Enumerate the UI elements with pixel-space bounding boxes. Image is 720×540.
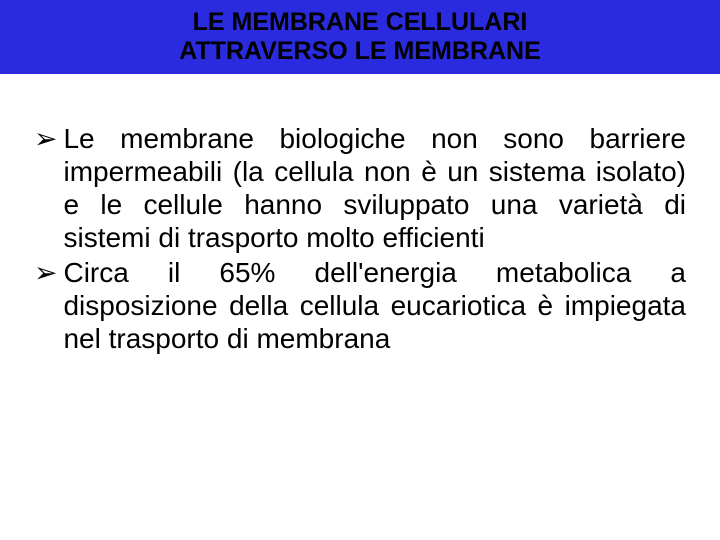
bullet-icon: ➢: [34, 256, 57, 289]
bullet-text: Circa il 65% dell'energia metabolica a d…: [63, 256, 686, 355]
slide-title: LE MEMBRANE CELLULARI ATTRAVERSO LE MEMB…: [179, 8, 541, 66]
list-item: ➢ Le membrane biologiche non sono barrie…: [34, 122, 686, 254]
content-area: ➢ Le membrane biologiche non sono barrie…: [0, 74, 720, 355]
title-line-1: LE MEMBRANE CELLULARI: [193, 8, 528, 36]
bullet-text: Le membrane biologiche non sono barriere…: [63, 122, 686, 254]
title-line-2: ATTRAVERSO LE MEMBRANE: [179, 37, 541, 65]
bullet-icon: ➢: [34, 122, 57, 155]
title-bar: LE MEMBRANE CELLULARI ATTRAVERSO LE MEMB…: [0, 0, 720, 74]
slide: LE MEMBRANE CELLULARI ATTRAVERSO LE MEMB…: [0, 0, 720, 540]
list-item: ➢ Circa il 65% dell'energia metabolica a…: [34, 256, 686, 355]
